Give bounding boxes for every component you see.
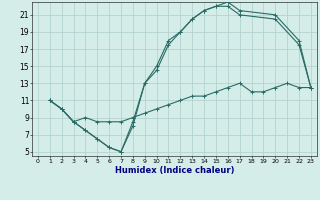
X-axis label: Humidex (Indice chaleur): Humidex (Indice chaleur) xyxy=(115,166,234,175)
